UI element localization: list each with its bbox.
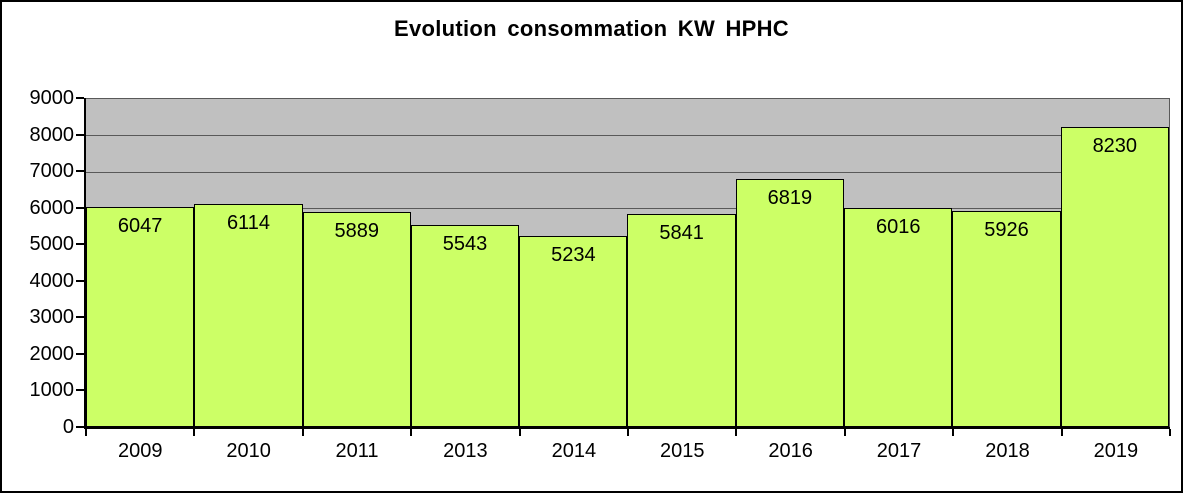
x-tick-label: 2018 (985, 440, 1030, 462)
y-tick-mark (76, 170, 84, 173)
x-axis-ticks (85, 429, 1171, 436)
bar-value-label: 6016 (875, 215, 921, 238)
x-tick-mark (1060, 429, 1063, 436)
bar-2014: 5234 (519, 236, 628, 427)
y-tick-mark (76, 206, 84, 209)
x-tick-label: 2019 (1093, 440, 1139, 462)
y-tick-label: 4000 (29, 269, 75, 292)
y-tick-label: 3000 (29, 306, 75, 329)
bar-value-label: 8230 (1092, 135, 1138, 158)
y-axis-line (84, 98, 86, 429)
bar-value-label: 5889 (334, 220, 379, 243)
bar-2017: 6016 (844, 207, 953, 427)
y-tick-mark (76, 97, 84, 99)
y-tick-label: 6000 (29, 196, 75, 219)
x-tick-label: 2017 (876, 440, 922, 462)
y-tick-label: 2000 (29, 342, 75, 365)
bar-value-label: 5841 (659, 222, 704, 245)
x-tick-mark (410, 429, 413, 436)
bar-2015: 5841 (627, 214, 736, 427)
bar-value-label: 5926 (984, 219, 1029, 242)
x-tick-label: 2013 (443, 440, 488, 462)
bar-2009: 6047 (86, 206, 195, 427)
bar-value-label: 5543 (442, 233, 488, 255)
x-tick-mark (301, 429, 304, 436)
y-tick-label: 7000 (29, 160, 75, 183)
x-axis-line (84, 427, 1170, 429)
chart-title: Evolution consommation KW HPHC (394, 16, 789, 41)
gridline (86, 208, 1169, 210)
y-tick-mark (76, 133, 84, 136)
y-tick-mark (76, 426, 84, 428)
y-tick-label: 9000 (29, 87, 75, 109)
y-tick-label: 1000 (29, 379, 75, 402)
y-tick-mark (76, 316, 84, 319)
bar-value-label: 5234 (551, 244, 596, 267)
x-tick-mark (843, 429, 846, 436)
x-tick-mark (518, 429, 521, 436)
gridline (86, 171, 1169, 173)
y-tick-mark (76, 279, 84, 282)
gridline (86, 135, 1169, 137)
y-tick-label: 0 (62, 416, 74, 438)
y-tick-mark (76, 243, 84, 246)
bar-value-label: 6114 (226, 212, 270, 235)
x-tick-mark (627, 429, 629, 436)
bar-value-label: 6819 (767, 186, 813, 209)
x-tick-label: 2014 (551, 440, 597, 462)
y-tick-mark (76, 352, 84, 355)
y-tick-label: 8000 (29, 123, 75, 146)
x-tick-mark (735, 429, 738, 436)
bar-value-label: 6047 (117, 214, 163, 237)
bar-2013: 5543 (410, 225, 520, 427)
y-axis-labels: 0 1000 2000 3000 4000 5000 6000 7000 8000 9000 (2, 87, 75, 438)
x-tick-label: 2015 (659, 440, 705, 462)
x-tick-mark (193, 429, 196, 436)
bar-2016: 6819 (735, 178, 845, 427)
bar-2019: 8230 (1060, 127, 1169, 427)
x-tick-mark (1169, 429, 1171, 436)
x-tick-mark (952, 429, 955, 436)
x-tick-mark (85, 429, 87, 436)
bar-2010: 6114 (194, 204, 303, 427)
y-axis-ticks (76, 97, 84, 428)
y-tick-label: 5000 (29, 233, 75, 256)
plot-area: 6047 6114 5889 5543 5234 5841 6819 6016 5926 8230 (86, 98, 1170, 427)
x-tick-label: 2016 (768, 440, 813, 462)
y-tick-mark (76, 389, 84, 392)
x-tick-label: 2009 (117, 440, 163, 462)
bar-2011: 5889 (302, 212, 411, 427)
x-tick-label: 2011 (335, 440, 379, 462)
x-axis-labels: 2009 2010 2011 2013 2014 2015 2016 2017 2018 2019 (86, 439, 1170, 463)
x-tick-label: 2010 (226, 440, 271, 462)
bar-2018: 5926 (952, 211, 1061, 427)
bar-series: 6047 6114 5889 5543 5234 5841 6819 6016 5926 8230 (86, 99, 1169, 427)
